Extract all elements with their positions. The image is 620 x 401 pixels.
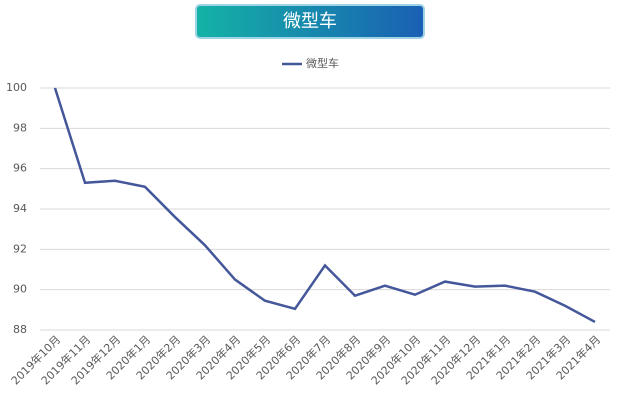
legend-label: 微型车 (306, 56, 339, 70)
y-tick-label: 96 (13, 162, 27, 175)
data-line (53, 87, 596, 324)
y-tick-label: 100 (6, 81, 27, 94)
chart-title: 微型车 (283, 11, 337, 32)
y-tick-label: 90 (13, 283, 27, 296)
y-tick-label: 94 (13, 202, 27, 215)
y-tick-label: 98 (13, 121, 27, 134)
title-box (195, 4, 425, 39)
y-tick-label: 88 (13, 323, 27, 336)
y-tick-label: 92 (13, 242, 27, 255)
